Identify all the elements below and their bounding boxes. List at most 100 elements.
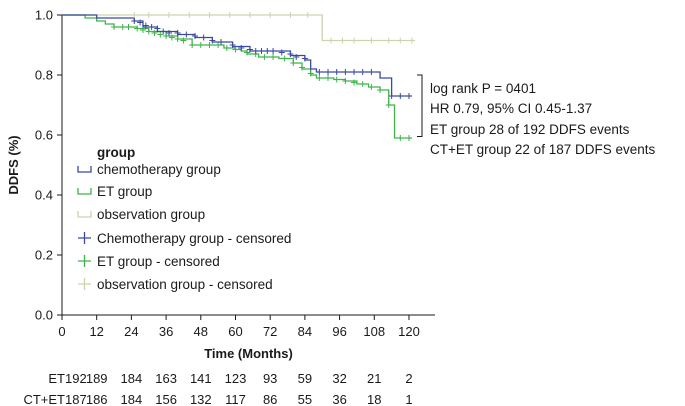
censor-mark: [339, 37, 346, 44]
x-tick-label: 12: [89, 324, 103, 339]
x-tick-label: 72: [263, 324, 277, 339]
censor-mark: [327, 37, 334, 44]
legend-step-symbol: [77, 211, 92, 218]
stat-line: CT+ET group 22 of 187 DDFS events: [430, 142, 655, 157]
risk-row-label: CT+ET: [23, 392, 65, 406]
censor-mark: [139, 27, 146, 33]
censor-mark: [368, 37, 375, 44]
bracket-line: [417, 74, 423, 137]
y-tick-label: 1.0: [35, 8, 53, 23]
censor-mark: [270, 48, 277, 54]
censor-mark: [301, 55, 308, 62]
censor-mark: [206, 42, 213, 48]
x-tick-label: 48: [194, 324, 208, 339]
censor-mark: [359, 69, 366, 75]
censor-mark: [377, 87, 384, 93]
risk-count: 141: [190, 371, 212, 386]
censor-mark: [246, 12, 253, 18]
risk-count: 21: [367, 371, 381, 386]
risk-count: 132: [190, 392, 212, 406]
censor-mark: [200, 34, 207, 41]
legend: group chemotherapy group ET group observati…: [77, 145, 291, 292]
survival-curves: [62, 14, 415, 139]
censor-mark: [174, 30, 181, 36]
legend-censor-symbol: [78, 278, 91, 290]
censor-mark: [351, 79, 358, 86]
censor-mark: [325, 75, 332, 81]
annotations: log rank P = 0401 HR 0.79, 95% CI 0.45-1.…: [430, 81, 655, 157]
censor-mark: [163, 33, 170, 39]
x-tick-label: 60: [228, 324, 242, 339]
y-tick-label: 0.6: [35, 128, 53, 143]
censor-mark: [264, 48, 271, 54]
censor-mark: [290, 60, 297, 66]
censor-mark: [192, 33, 199, 39]
legend-step-symbol: [77, 166, 92, 173]
censor-mark: [232, 46, 239, 53]
censor-mark: [397, 37, 404, 44]
legend-label: ET group - censored: [97, 254, 220, 269]
censor-mark: [165, 30, 172, 36]
censor-mark: [145, 12, 152, 18]
risk-count: 186: [86, 392, 108, 406]
risk-count: 1: [405, 392, 412, 406]
censor-mark: [131, 12, 138, 18]
censor-mark: [351, 69, 358, 75]
censor-mark: [397, 135, 404, 141]
censor-mark: [405, 93, 412, 99]
x-tick-label: 24: [124, 324, 138, 339]
x-tick-label: 120: [398, 324, 420, 339]
censor-mark: [165, 12, 172, 18]
curve-observation-group: [62, 14, 415, 42]
censor-mark: [359, 81, 366, 87]
censor-mark: [223, 45, 230, 51]
censor-mark: [151, 30, 158, 36]
censor-mark: [408, 37, 415, 44]
censor-mark: [368, 69, 375, 75]
censor-mark: [168, 34, 175, 41]
risk-count: 187: [65, 392, 87, 406]
risk-count: 184: [121, 371, 143, 386]
censor-mark: [333, 69, 340, 75]
y-axis-title: DDFS (%): [6, 135, 21, 194]
risk-count: 32: [332, 371, 346, 386]
risk-count: 117: [225, 392, 246, 406]
censor-mark: [186, 12, 193, 18]
censor-mark: [287, 51, 294, 57]
axes: 0 12 24 36 48 60 72 84 96 108 120 0.0 0.2 0.4 0.6 0.8 1.…: [6, 8, 435, 361]
censor-mark: [174, 36, 181, 42]
censor-mark: [160, 28, 167, 35]
censor-mark: [137, 19, 144, 26]
legend-label: chemotherapy group: [97, 162, 221, 177]
censor-mark: [278, 49, 285, 56]
stat-line: HR 0.79, 95% CI 0.45-1.37: [430, 101, 592, 116]
censor-mark: [281, 55, 288, 62]
risk-count: 163: [155, 371, 177, 386]
censor-mark: [397, 93, 404, 99]
censor-mark: [342, 78, 349, 84]
risk-count: 2: [405, 371, 412, 386]
censor-mark: [258, 48, 265, 54]
censor-mark: [183, 31, 190, 38]
censor-mark: [246, 46, 253, 53]
censor-mark: [145, 28, 152, 35]
censor-mark: [206, 12, 213, 18]
curve-et-group: [62, 14, 412, 139]
risk-count: 156: [155, 392, 177, 406]
risk-count: 184: [121, 392, 143, 406]
censor-mark: [119, 24, 126, 30]
y-tick-label: 0.4: [35, 188, 53, 203]
y-tick-label: 0.8: [35, 68, 53, 83]
risk-count: 36: [332, 392, 346, 406]
censor-mark: [157, 31, 164, 38]
x-tick-label: 84: [298, 324, 312, 339]
censor-mark: [134, 25, 141, 32]
x-tick-label: 36: [159, 324, 173, 339]
censor-mark: [238, 45, 245, 51]
legend-censor-symbol: [78, 232, 91, 244]
legend-label: observation group: [97, 207, 205, 222]
censor-mark: [261, 54, 268, 60]
comparison-bracket: [417, 74, 423, 137]
censor-mark: [325, 69, 332, 75]
